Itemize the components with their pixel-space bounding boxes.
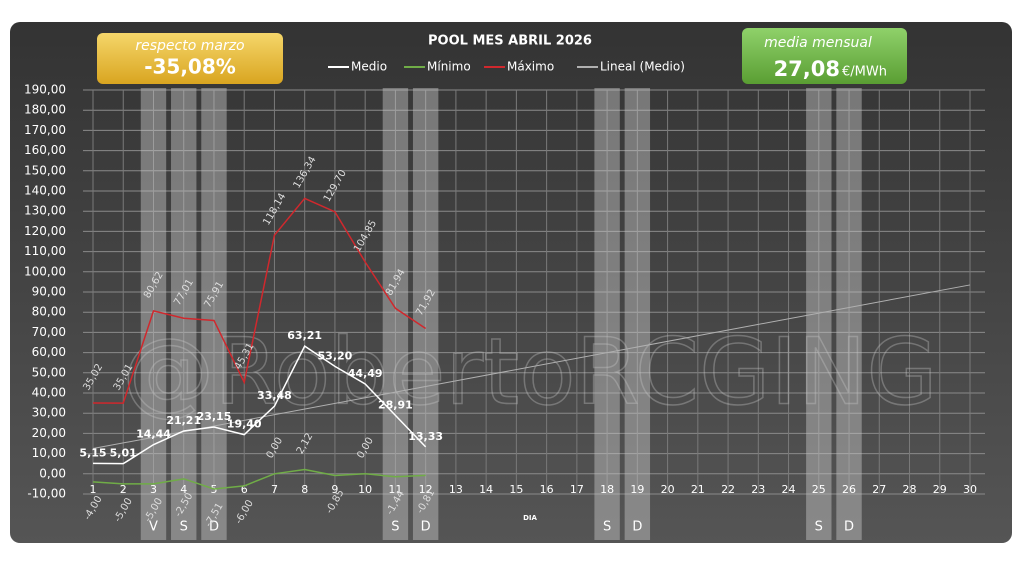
y-tick-label: 20,00 xyxy=(32,426,66,440)
weekend-label: D xyxy=(209,520,219,535)
x-tick-label: 22 xyxy=(721,483,735,496)
x-tick-label: 2 xyxy=(120,483,127,496)
average-value: 27,08 xyxy=(774,57,840,81)
x-tick-label: 10 xyxy=(358,483,372,496)
x-tick-label: 17 xyxy=(570,483,584,496)
data-label: 21,21 xyxy=(166,414,201,427)
legend-label: Medio xyxy=(351,60,387,74)
data-label: 44,49 xyxy=(348,367,383,380)
data-label: 19,40 xyxy=(227,418,262,431)
x-tick-label: 1 xyxy=(90,483,97,496)
y-tick-label: 90,00 xyxy=(32,285,66,299)
x-tick-label: 13 xyxy=(449,483,463,496)
weekend-label: S xyxy=(815,520,823,535)
weekend-label: S xyxy=(603,520,611,535)
x-tick-label: 21 xyxy=(691,483,705,496)
legend-label: Mínimo xyxy=(427,60,471,74)
weekend-band xyxy=(171,88,197,540)
weekend-label: D xyxy=(632,520,642,535)
y-tick-label: 150,00 xyxy=(24,163,66,177)
data-label: 14,44 xyxy=(136,428,171,441)
change-box xyxy=(97,33,283,84)
y-tick-label: -10,00 xyxy=(27,487,66,501)
data-label: 5,01 xyxy=(110,447,137,460)
x-tick-label: 16 xyxy=(540,483,554,496)
x-tick-label: 25 xyxy=(812,483,826,496)
x-tick-label: 8 xyxy=(301,483,308,496)
y-tick-label: 170,00 xyxy=(24,123,66,137)
average-unit: €/MWh xyxy=(842,65,887,80)
legend-label: Máximo xyxy=(507,60,554,74)
y-tick-label: 180,00 xyxy=(24,103,66,117)
x-tick-label: 3 xyxy=(150,483,157,496)
y-tick-label: 120,00 xyxy=(24,224,66,238)
weekend-band xyxy=(836,88,862,540)
y-tick-label: 130,00 xyxy=(24,204,66,218)
x-tick-label: 20 xyxy=(661,483,675,496)
x-tick-label: 29 xyxy=(933,483,947,496)
x-tick-label: 15 xyxy=(509,483,523,496)
weekend-label: V xyxy=(149,520,158,535)
x-tick-label: 26 xyxy=(842,483,856,496)
data-label: 13,33 xyxy=(408,430,443,443)
weekend-label: D xyxy=(421,520,431,535)
weekend-label: D xyxy=(844,520,854,535)
change-caption: respecto marzo xyxy=(135,38,244,54)
change-value: -35,08% xyxy=(144,55,236,79)
data-label: 53,20 xyxy=(318,349,353,362)
y-tick-label: 190,00 xyxy=(24,83,66,97)
y-tick-label: 60,00 xyxy=(32,345,66,359)
weekend-label: S xyxy=(180,520,188,535)
weekend-band xyxy=(594,88,620,540)
legend-label: Lineal (Medio) xyxy=(600,60,685,74)
x-tick-label: 6 xyxy=(241,483,248,496)
weekend-band xyxy=(140,88,167,540)
series-line xyxy=(92,197,427,404)
x-tick-label: 27 xyxy=(872,483,886,496)
y-tick-label: 40,00 xyxy=(32,386,66,400)
weekend-band xyxy=(201,88,227,540)
x-tick-label: 4 xyxy=(180,483,187,496)
x-tick-label: 30 xyxy=(963,483,977,496)
y-tick-label: 80,00 xyxy=(32,305,66,319)
weekend-band xyxy=(624,88,651,540)
x-tick-label: 19 xyxy=(630,483,644,496)
x-tick-label: 11 xyxy=(388,483,402,496)
x-tick-label: 12 xyxy=(419,483,433,496)
y-tick-label: 0,00 xyxy=(39,466,66,480)
x-tick-label: 24 xyxy=(782,483,796,496)
x-tick-label: 28 xyxy=(903,483,917,496)
y-tick-label: 100,00 xyxy=(24,264,66,278)
x-tick-label: 23 xyxy=(751,483,765,496)
weekend-band xyxy=(806,88,832,540)
y-tick-label: 160,00 xyxy=(24,143,66,157)
data-label: 23,15 xyxy=(197,410,232,423)
y-tick-label: 50,00 xyxy=(32,365,66,379)
weekend-band xyxy=(412,88,439,540)
x-axis-label: DIA xyxy=(523,514,537,522)
y-tick-label: 10,00 xyxy=(32,446,66,460)
x-tick-label: 14 xyxy=(479,483,493,496)
y-tick-label: 140,00 xyxy=(24,184,66,198)
series-line xyxy=(92,345,427,465)
average-caption: media mensual xyxy=(764,35,872,51)
x-tick-label: 9 xyxy=(331,483,338,496)
data-label: 33,48 xyxy=(257,389,292,402)
series-line xyxy=(92,468,426,490)
y-tick-label: 30,00 xyxy=(32,406,66,420)
data-label: 28,91 xyxy=(378,398,413,411)
chart-title: POOL MES ABRIL 2026 xyxy=(428,34,592,49)
weekend-label: S xyxy=(391,520,399,535)
data-label: 5,15 xyxy=(79,446,106,459)
watermark: @RobertoRCGING xyxy=(122,318,937,425)
data-label: 63,21 xyxy=(287,329,322,342)
y-tick-label: 110,00 xyxy=(24,244,66,258)
x-tick-label: 18 xyxy=(600,483,614,496)
average-box xyxy=(742,28,907,84)
trend-line xyxy=(92,284,971,450)
y-tick-label: 70,00 xyxy=(32,325,66,339)
x-tick-label: 7 xyxy=(271,483,278,496)
